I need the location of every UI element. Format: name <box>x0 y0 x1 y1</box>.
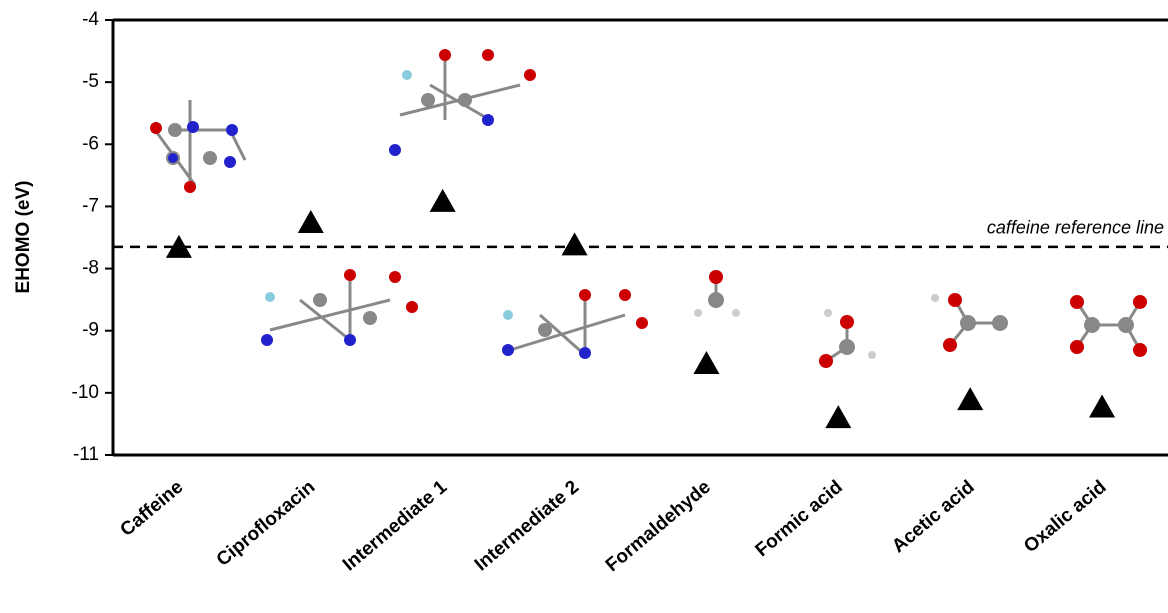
y-tick-label: -11 <box>73 444 99 465</box>
triangle-marker <box>1089 395 1115 418</box>
y-tick-label: -8 <box>82 258 99 279</box>
reference-line-label: caffeine reference line <box>987 218 1164 238</box>
chart: EHOMO (eV) -11 -10 -9 -8 -7 -6 -5 -4 caffeine re… <box>0 0 1168 613</box>
triangle-marker <box>693 351 719 374</box>
triangle-marker <box>825 405 851 428</box>
triangle-marker <box>430 189 456 212</box>
x-tick-label: Formaldehyde <box>602 477 715 577</box>
x-tick-label: Caffeine <box>116 477 187 541</box>
y-tick-label: -5 <box>82 71 99 92</box>
triangle-marker <box>298 210 324 233</box>
x-tick-label: Oxalic acid <box>1020 477 1110 558</box>
y-tick-label: -7 <box>82 195 99 216</box>
x-tick-label: Ciprofloxacin <box>213 477 320 571</box>
y-tick-label: -9 <box>82 320 99 341</box>
x-tick-label: Intermediate 1 <box>339 476 452 575</box>
x-tick-label: Intermediate 2 <box>471 477 583 576</box>
y-tick-label: -10 <box>72 382 99 403</box>
y-axis-label: EHOMO (eV) <box>13 181 34 294</box>
triangle-marker <box>957 387 983 410</box>
triangle-marker <box>562 232 588 255</box>
x-tick-label: Formic acid <box>752 477 847 562</box>
molecule-illustrations <box>150 49 1147 368</box>
y-tick-label: -4 <box>82 9 99 30</box>
y-tick-label: -6 <box>82 133 99 154</box>
x-tick-label: Acetic acid <box>888 477 978 558</box>
